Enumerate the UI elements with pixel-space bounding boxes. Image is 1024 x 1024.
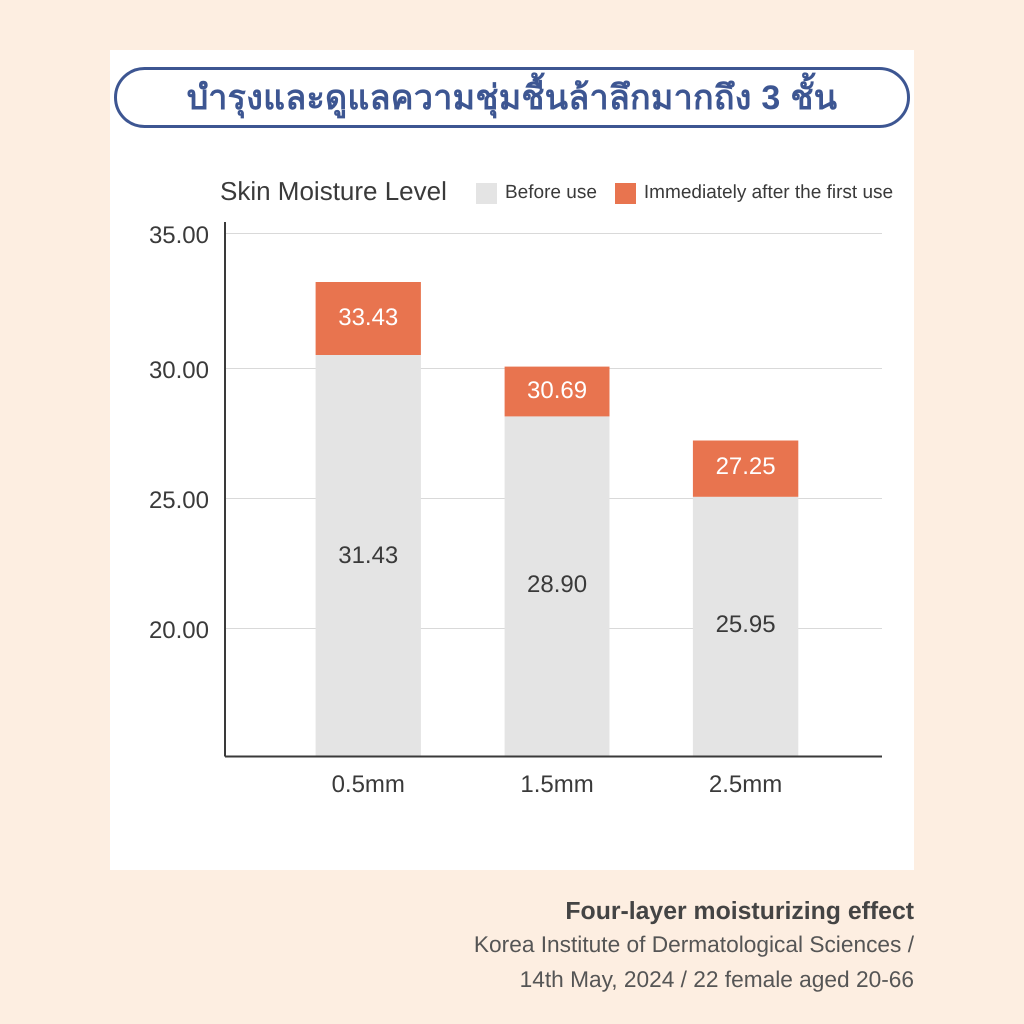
svg-text:27.25: 27.25 [716,453,776,480]
svg-text:28.90: 28.90 [527,571,587,598]
svg-text:30.00: 30.00 [149,357,209,384]
svg-text:31.43: 31.43 [338,542,398,569]
svg-text:35.00: 35.00 [149,222,209,249]
svg-text:30.69: 30.69 [527,377,587,404]
svg-text:25.00: 25.00 [149,487,209,514]
svg-text:33.43: 33.43 [338,304,398,331]
svg-text:1.5mm: 1.5mm [520,771,593,798]
svg-text:0.5mm: 0.5mm [332,771,405,798]
svg-text:20.00: 20.00 [149,617,209,644]
svg-text:25.95: 25.95 [716,611,776,638]
svg-text:2.5mm: 2.5mm [709,771,782,798]
